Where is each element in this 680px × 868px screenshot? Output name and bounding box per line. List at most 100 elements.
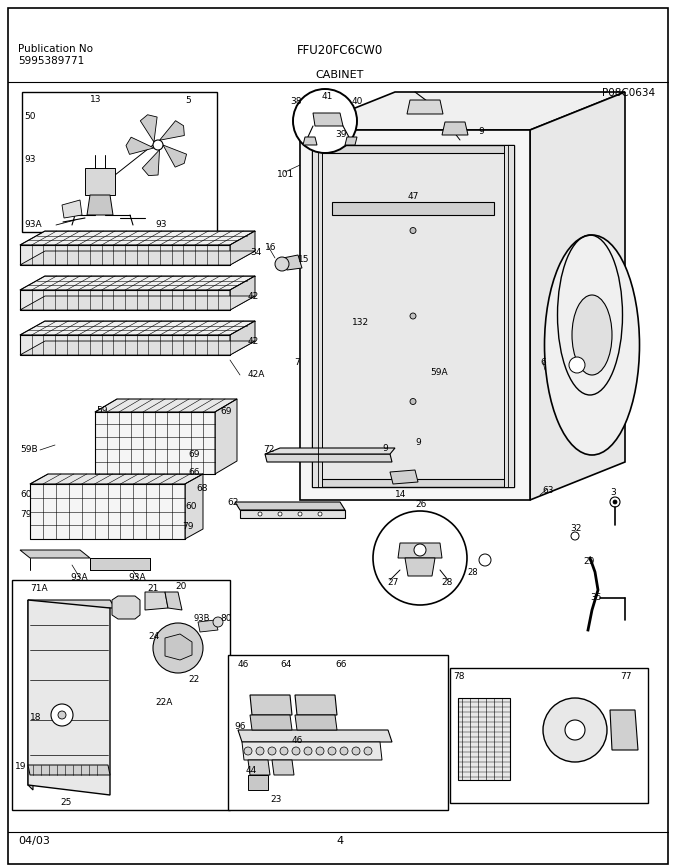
Text: 78: 78: [453, 672, 464, 681]
Text: 6: 6: [540, 358, 546, 367]
Polygon shape: [90, 558, 150, 570]
Circle shape: [565, 720, 585, 740]
Text: 18: 18: [30, 713, 41, 722]
Text: 77: 77: [620, 672, 632, 681]
Text: 21: 21: [147, 584, 158, 593]
Polygon shape: [390, 470, 418, 484]
Circle shape: [258, 512, 262, 516]
Text: 63: 63: [542, 486, 554, 495]
Text: 22: 22: [188, 675, 199, 684]
Polygon shape: [238, 730, 392, 742]
Text: P08C0634: P08C0634: [602, 88, 655, 98]
Text: CABINET: CABINET: [316, 70, 364, 80]
Circle shape: [543, 698, 607, 762]
Polygon shape: [283, 255, 302, 270]
Polygon shape: [300, 130, 530, 500]
Text: 62: 62: [227, 498, 239, 507]
Polygon shape: [265, 448, 395, 454]
Text: 9: 9: [415, 438, 421, 447]
Polygon shape: [504, 145, 514, 487]
Polygon shape: [230, 231, 255, 265]
Circle shape: [410, 398, 416, 404]
Polygon shape: [20, 321, 255, 335]
Text: 96: 96: [234, 722, 245, 731]
Polygon shape: [165, 634, 192, 660]
Text: 27: 27: [387, 578, 398, 587]
Text: 93B: 93B: [194, 614, 211, 623]
Text: 39: 39: [335, 130, 347, 139]
Text: 14: 14: [395, 490, 407, 499]
Bar: [228, 655, 448, 810]
Polygon shape: [95, 399, 237, 412]
Text: 44: 44: [246, 766, 257, 775]
Polygon shape: [442, 122, 468, 135]
Text: 3: 3: [610, 488, 616, 497]
Polygon shape: [28, 600, 33, 790]
Polygon shape: [235, 502, 345, 510]
Circle shape: [613, 500, 617, 504]
Text: 22A: 22A: [155, 698, 172, 707]
Circle shape: [316, 747, 324, 755]
Polygon shape: [28, 765, 110, 775]
Circle shape: [352, 747, 360, 755]
Polygon shape: [240, 510, 345, 518]
Circle shape: [213, 617, 223, 627]
Text: 69: 69: [188, 450, 199, 459]
Circle shape: [410, 227, 416, 233]
Text: 5995389771: 5995389771: [18, 56, 84, 66]
Circle shape: [256, 747, 264, 755]
Text: 42A: 42A: [248, 370, 265, 379]
Polygon shape: [20, 276, 255, 290]
Text: 13: 13: [90, 95, 101, 104]
Polygon shape: [320, 153, 506, 479]
Text: 20: 20: [175, 582, 186, 591]
Circle shape: [298, 512, 302, 516]
Text: 35: 35: [590, 593, 602, 602]
Polygon shape: [272, 760, 294, 775]
Text: FFU20FC6CW0: FFU20FC6CW0: [297, 44, 383, 57]
Text: 59B: 59B: [20, 445, 37, 454]
Polygon shape: [160, 121, 184, 141]
Text: 28: 28: [441, 578, 452, 587]
Text: 47: 47: [408, 192, 420, 201]
Text: 38: 38: [290, 97, 301, 106]
Polygon shape: [248, 760, 270, 775]
Text: 50: 50: [24, 112, 35, 121]
Polygon shape: [295, 695, 337, 715]
Text: 25: 25: [60, 798, 71, 807]
Text: 15: 15: [298, 255, 309, 264]
Polygon shape: [62, 200, 82, 218]
Text: 46: 46: [238, 660, 250, 669]
Text: 28: 28: [467, 568, 477, 577]
Circle shape: [410, 313, 416, 319]
Polygon shape: [20, 335, 230, 355]
Polygon shape: [407, 100, 443, 114]
Polygon shape: [230, 276, 255, 310]
Polygon shape: [126, 137, 154, 155]
Text: 26: 26: [415, 500, 426, 509]
Polygon shape: [140, 115, 157, 142]
Polygon shape: [28, 600, 115, 608]
Text: 04/03: 04/03: [18, 836, 50, 846]
Polygon shape: [265, 454, 392, 462]
Polygon shape: [87, 195, 113, 215]
Circle shape: [340, 747, 348, 755]
Circle shape: [268, 747, 276, 755]
Polygon shape: [142, 150, 160, 175]
Polygon shape: [20, 245, 230, 265]
Text: 60: 60: [185, 502, 197, 511]
Polygon shape: [250, 715, 292, 730]
Text: 23: 23: [270, 795, 282, 804]
Text: 24: 24: [148, 632, 159, 641]
Text: 32: 32: [570, 524, 581, 533]
Text: 101: 101: [277, 170, 294, 179]
Polygon shape: [20, 251, 255, 265]
Text: 46: 46: [292, 736, 303, 745]
Polygon shape: [112, 596, 140, 619]
Text: 68: 68: [196, 484, 207, 493]
Circle shape: [373, 511, 467, 605]
Bar: [450, 668, 648, 803]
Polygon shape: [312, 145, 514, 487]
Text: 66: 66: [188, 468, 199, 477]
Text: 40: 40: [352, 97, 363, 106]
